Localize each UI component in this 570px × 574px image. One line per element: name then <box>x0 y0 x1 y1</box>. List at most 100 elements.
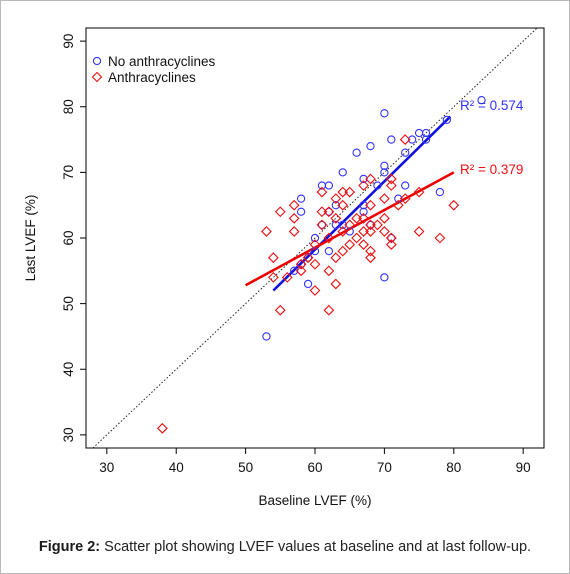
data-point-no-anthracyclines <box>477 96 486 105</box>
data-point-no-anthracyclines <box>352 148 361 157</box>
data-point-anthracyclines <box>399 193 411 205</box>
data-point-anthracyclines <box>323 206 335 218</box>
data-point-anthracyclines <box>337 226 349 237</box>
scatter-chart: 30 40 50 60 70 80 90 30 40 50 60 70 80 90 Baseline L… <box>23 27 545 508</box>
data-point-anthracyclines <box>392 199 404 211</box>
data-point-no-anthracyclines <box>303 279 313 289</box>
data-point-anthracyclines <box>330 278 342 290</box>
data-point-anthracyclines <box>365 245 376 257</box>
data-point-anthracyclines <box>413 186 425 198</box>
data-point-no-anthracyclines <box>380 161 389 170</box>
data-point-no-anthracyclines <box>366 141 375 151</box>
data-point-anthracyclines <box>358 212 369 224</box>
data-point-anthracyclines <box>365 219 376 231</box>
x-tick-label: 40 <box>169 460 184 475</box>
data-point-anthracyclines <box>358 180 369 191</box>
data-point-no-anthracyclines <box>324 181 334 190</box>
data-point-anthracyclines <box>309 285 321 296</box>
x-tick-label: 50 <box>238 460 253 475</box>
identity-line <box>92 27 538 449</box>
data-point-anthracyclines <box>337 199 349 211</box>
data-point-no-anthracyclines <box>387 233 396 243</box>
data-point-no-anthracyclines <box>296 207 306 216</box>
r2-label-anthracyclines: R² = 0.379 <box>460 162 523 177</box>
y-tick-label: 50 <box>61 296 76 311</box>
legend-label-anthracyclines: Anthracyclines <box>108 70 196 85</box>
data-point-anthracyclines <box>448 199 460 211</box>
data-point-anthracyclines <box>295 265 307 277</box>
data-point-anthracyclines <box>330 193 342 205</box>
y-tick-label: 80 <box>61 99 76 114</box>
caption-text: Scatter plot showing LVEF values at base… <box>100 539 532 555</box>
data-point-anthracyclines <box>274 206 286 218</box>
x-axis-title: Baseline LVEF (%) <box>258 493 371 508</box>
data-point-no-anthracyclines <box>262 332 271 341</box>
data-point-anthracyclines <box>274 304 286 316</box>
data-point-no-anthracyclines <box>324 207 334 216</box>
data-point-no-anthracyclines <box>380 273 389 282</box>
data-point-anthracyclines <box>309 258 321 270</box>
data-point-anthracyclines <box>288 226 300 237</box>
data-point-anthracyclines <box>330 212 342 224</box>
data-point-no-anthracyclines <box>290 266 299 275</box>
data-point-anthracyclines <box>365 199 376 211</box>
y-tick-label: 60 <box>61 230 76 245</box>
data-point-no-anthracyclines <box>303 253 313 262</box>
data-point-no-anthracyclines <box>387 135 396 144</box>
legend: No anthracyclines Anthracyclines <box>91 54 216 85</box>
data-point-anthracyclines <box>337 186 349 198</box>
data-point-no-anthracyclines <box>359 207 368 216</box>
data-point-no-anthracyclines <box>359 201 368 210</box>
x-tick-label: 30 <box>99 460 114 475</box>
data-point-anthracyclines <box>267 252 279 264</box>
data-point-no-anthracyclines <box>421 128 431 138</box>
data-point-no-anthracyclines <box>338 168 347 177</box>
data-point-anthracyclines <box>358 226 369 237</box>
data-point-anthracyclines <box>399 134 411 145</box>
data-point-anthracyclines <box>344 186 356 198</box>
data-point-no-anthracyclines <box>296 194 306 203</box>
data-point-no-anthracyclines <box>401 181 410 190</box>
data-point-anthracyclines <box>323 304 335 316</box>
data-point-anthracyclines <box>288 212 300 224</box>
data-point-no-anthracyclines <box>414 128 424 138</box>
x-tick-label: 80 <box>446 460 461 475</box>
data-point-anthracyclines <box>281 271 293 283</box>
data-point-no-anthracyclines <box>338 220 347 230</box>
data-point-anthracyclines <box>330 252 342 264</box>
data-point-anthracyclines <box>385 173 397 185</box>
data-point-anthracyclines <box>323 232 335 244</box>
y-axis-title: Last LVEF (%) <box>23 195 38 282</box>
data-point-anthracyclines <box>309 239 321 250</box>
figure-caption: Figure 2: Scatter plot showing LVEF valu… <box>0 539 570 555</box>
data-point-anthracyclines <box>323 265 335 277</box>
y-tick-label: 70 <box>61 165 76 180</box>
y-tick-label: 90 <box>61 34 76 49</box>
data-point-no-anthracyclines <box>310 246 320 256</box>
data-point-no-anthracyclines <box>394 194 403 203</box>
data-point-anthracyclines <box>316 206 328 218</box>
data-point-anthracyclines <box>316 219 328 231</box>
data-point-no-anthracyclines <box>324 246 334 256</box>
data-point-no-anthracyclines <box>373 181 382 190</box>
x-tick-label: 90 <box>516 460 531 475</box>
data-point-anthracyclines <box>365 173 376 185</box>
data-point-anthracyclines <box>365 252 376 264</box>
x-tick-label: 70 <box>377 460 392 475</box>
data-point-anthracyclines <box>288 199 300 211</box>
data-point-anthracyclines <box>295 258 307 270</box>
data-point-anthracyclines <box>267 271 279 283</box>
data-point-anthracyclines <box>385 232 397 244</box>
data-point-no-anthracyclines <box>366 220 375 230</box>
data-point-no-anthracyclines <box>380 109 389 118</box>
y-tick-label: 30 <box>61 427 76 442</box>
legend-marker-anthracyclines <box>91 71 103 83</box>
data-point-anthracyclines <box>434 232 446 244</box>
legend-label-no-anthracyclines: No anthracyclines <box>108 54 216 69</box>
data-point-no-anthracyclines <box>296 260 306 269</box>
data-point-no-anthracyclines <box>359 174 368 184</box>
caption-prefix: Figure 2: <box>38 539 101 555</box>
data-point-anthracyclines <box>372 219 383 231</box>
data-point-anthracyclines <box>385 239 397 250</box>
data-point-no-anthracyclines <box>380 168 389 177</box>
